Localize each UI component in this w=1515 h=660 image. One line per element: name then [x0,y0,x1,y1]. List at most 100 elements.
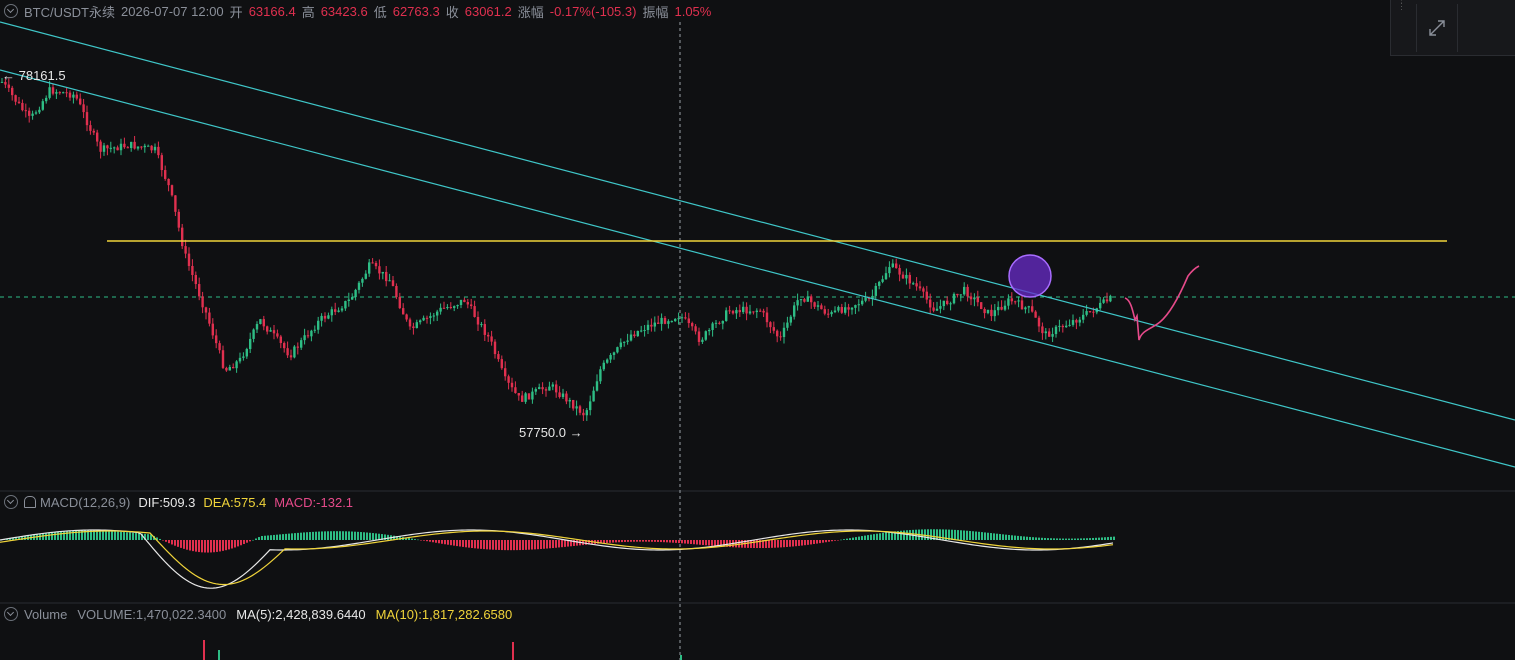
macd-bar [690,540,692,544]
macd-bar [846,538,848,540]
candle-body [221,350,225,368]
candle-body [255,324,259,330]
candle-body [1003,305,1007,310]
candle-body [990,309,993,317]
chart-header: BTC/USDT永续 2026-07-07 12:00 开 63166.4 高 63… [0,0,717,22]
candle-body [626,340,629,342]
candle-body [317,320,320,330]
macd-bar [816,540,818,544]
candle-body [1071,320,1075,325]
macd-bar [768,540,770,548]
candle-body [232,367,235,369]
macd-bar [366,532,368,540]
alert-bell-icon[interactable] [24,496,36,508]
macd-bar [954,529,956,540]
candle-body [259,319,262,325]
candle-body [289,355,293,358]
candle-body [956,293,959,296]
macd-bar [627,540,629,542]
macd-bar [339,531,341,540]
macd-bar [879,533,881,540]
candle-body [463,299,466,303]
candle-body [79,98,82,105]
candle-body [344,301,347,309]
candle-body [568,399,571,402]
volume-collapse-icon[interactable] [4,607,18,621]
macd-bar [618,540,620,543]
macd-bar [714,540,716,546]
macd-bar [792,540,794,547]
macd-bar [252,539,254,541]
candle-body [939,306,942,309]
macd-bar [1044,537,1046,540]
candle-body [456,305,459,307]
macd-collapse-icon[interactable] [4,495,18,509]
candle-body [986,309,990,314]
macd-bar [42,533,44,540]
macd-bar [852,537,854,540]
macd-bar [48,532,50,540]
collapse-toggle-icon[interactable] [4,4,18,18]
volume-bar [218,650,220,660]
macd-bar [684,540,686,544]
candle-body [157,146,160,156]
candle-body [395,285,398,298]
macd-bar [489,540,491,550]
candle-body [442,307,446,309]
circle-annotation [1008,254,1052,298]
candle-body [816,305,820,307]
macd-bar [630,540,632,542]
macd-bar [603,540,605,544]
macd-bar [1071,538,1073,540]
candle-body [548,386,551,391]
macd-bar [444,540,446,545]
candle-body [483,324,486,335]
candle-body [701,339,704,342]
expand-diagonal-icon[interactable] [1416,4,1458,52]
macd-bar [546,540,548,549]
macd-bar [198,540,200,553]
macd-bar [291,533,293,540]
macd-bar [381,534,383,540]
macd-bar [294,533,296,540]
candle-body [106,145,109,149]
macd-bar [813,540,815,545]
macd-bar [72,530,74,540]
candle-body [1102,299,1105,303]
volume-header: Volume VOLUME:1,470,022.3400 MA(5):2,428… [0,604,512,624]
macd-bar [327,531,329,540]
macd-bar [903,530,905,540]
candle-body [918,286,922,289]
candle-body [1061,325,1064,328]
candle-body [480,324,483,326]
macd-dea: DEA:575.4 [203,494,267,510]
candle-body [293,346,296,358]
macd-bar [420,540,422,541]
candle-body [391,280,395,286]
candle-body [140,146,143,148]
candle-body [269,330,272,332]
grip-dots-icon[interactable]: ⋮ ⋮ [1397,0,1406,11]
candle-body [854,305,857,308]
candle-body [422,317,425,321]
candle-body [1099,302,1102,309]
candle-body [619,342,622,348]
candle-body [765,312,769,323]
macd-bar [606,540,608,543]
macd-bar [519,540,521,551]
candle-body [731,311,735,314]
macd-bar [303,532,305,540]
macd-bar [564,540,566,547]
candle-body [313,329,316,331]
macd-bar [483,540,485,550]
candle-body [459,299,463,306]
macd-bar [942,529,944,540]
candle-body [779,336,782,338]
macd-bar [144,533,146,540]
candle-body [677,318,680,320]
close-label: 收 [445,4,459,20]
candle-body [697,331,701,342]
macd-bar [864,535,866,540]
macd-bar [396,536,398,540]
